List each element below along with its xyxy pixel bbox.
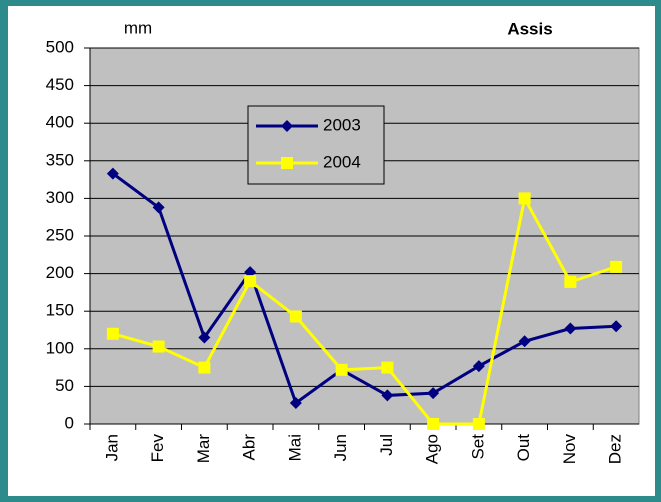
y-tick-label: 0 xyxy=(65,413,74,432)
point xyxy=(335,363,348,376)
x-tick-label: Jun xyxy=(331,434,350,461)
point xyxy=(289,396,302,409)
point xyxy=(381,361,394,374)
point xyxy=(106,167,119,180)
point xyxy=(427,418,440,430)
point xyxy=(518,192,531,205)
series-line xyxy=(111,172,617,406)
x-tick-label: Dez xyxy=(606,434,625,464)
series-line xyxy=(112,194,617,426)
frame-stripe xyxy=(0,0,8,502)
point xyxy=(289,310,302,323)
legend-label: 2004 xyxy=(323,152,361,171)
x-tick-label: Jul xyxy=(377,434,396,456)
point xyxy=(244,266,257,279)
point xyxy=(472,418,485,430)
point xyxy=(152,340,165,353)
y-tick-label: 300 xyxy=(46,188,74,207)
point xyxy=(244,275,257,288)
y-axis-label: mm xyxy=(124,18,152,37)
point xyxy=(472,360,485,373)
y-tick-label: 50 xyxy=(55,376,74,395)
x-tick-label: Set xyxy=(468,434,487,460)
point xyxy=(427,387,440,400)
legend-marker xyxy=(281,120,293,132)
y-tick-label: 100 xyxy=(46,338,74,357)
legend-label: 2003 xyxy=(323,115,361,134)
point xyxy=(564,275,577,288)
point xyxy=(564,322,577,335)
point xyxy=(610,260,623,273)
y-tick-label: 450 xyxy=(46,75,74,94)
x-tick-label: Fev xyxy=(148,434,167,463)
legend-marker xyxy=(281,157,293,169)
x-tick-label: Mar xyxy=(194,434,213,464)
point xyxy=(198,361,211,374)
y-tick-label: 200 xyxy=(46,263,74,282)
x-tick-label: Nov xyxy=(560,434,579,465)
point xyxy=(198,331,211,344)
point xyxy=(152,201,165,214)
x-tick-label: Ago xyxy=(423,434,442,464)
y-tick-label: 350 xyxy=(46,150,74,169)
point xyxy=(106,327,119,340)
y-tick-label: 250 xyxy=(46,225,74,244)
y-tick-label: 500 xyxy=(46,37,74,56)
x-tick-label: Jan xyxy=(102,434,121,461)
y-tick-label: 400 xyxy=(46,113,74,132)
x-tick-label: Mai xyxy=(285,434,304,461)
y-tick-label: 150 xyxy=(46,301,74,320)
point xyxy=(610,320,623,333)
chart-title: Assis xyxy=(507,19,552,38)
legend-box xyxy=(247,105,385,185)
x-tick-label: Out xyxy=(514,434,533,462)
x-tick-label: Abr xyxy=(240,434,259,461)
point xyxy=(381,389,394,402)
point xyxy=(518,335,531,348)
